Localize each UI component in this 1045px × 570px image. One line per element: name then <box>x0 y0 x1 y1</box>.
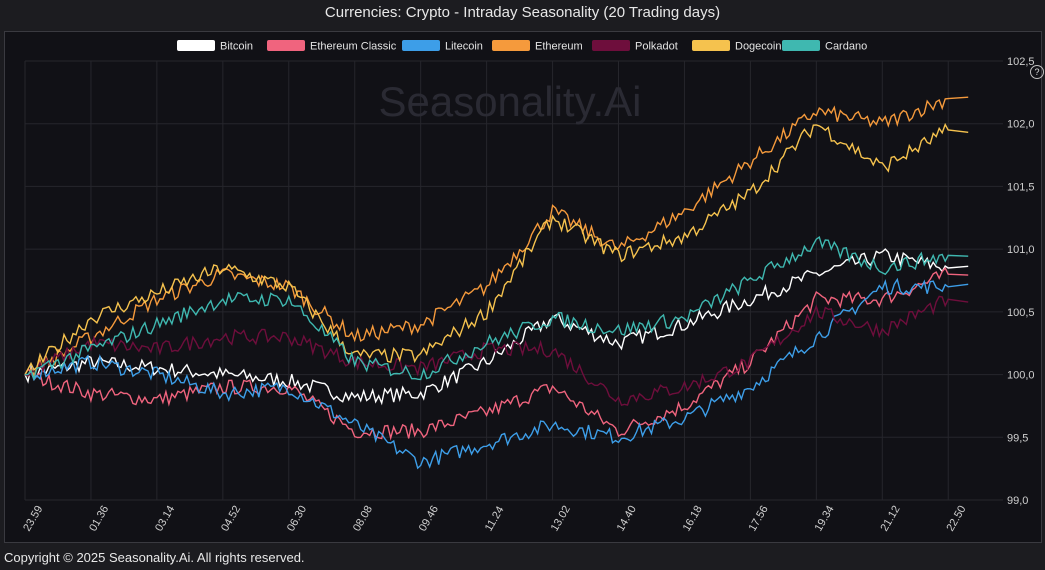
y-tick-label: 101,0 <box>1007 244 1035 256</box>
chart-title: Currencies: Crypto - Intraday Seasonalit… <box>324 4 721 21</box>
legend-label[interactable]: Ethereum Classic <box>310 41 397 53</box>
y-tick-label: 100,0 <box>1007 370 1035 382</box>
series-line-dogecoin <box>24 122 969 375</box>
legend-swatch <box>692 40 730 51</box>
legend-label[interactable]: Litecoin <box>445 41 483 53</box>
chart-panel: Seasonality.Ai 99,0 99,5 100,0 100,5 101,0 10… <box>4 31 1044 543</box>
series-line-cardano <box>24 235 969 381</box>
y-tick-label: 99,5 <box>1007 432 1028 444</box>
x-tick-label: 06.30 <box>285 504 309 534</box>
x-tick-label: 21.12 <box>878 504 902 534</box>
legend-label[interactable]: Polkadot <box>635 41 678 53</box>
x-tick-label: 01.36 <box>87 504 111 534</box>
legend-swatch <box>402 40 440 51</box>
chart-series <box>24 96 969 470</box>
legend-label[interactable]: Cardano <box>825 41 867 53</box>
legend-swatch <box>267 40 305 51</box>
x-tick-label: 22.50 <box>944 504 968 534</box>
series-line-bitcoin <box>24 248 969 406</box>
x-tick-label: 11.24 <box>483 504 507 533</box>
x-tick-label: 17.56 <box>747 504 771 534</box>
y-axis-ticks: 99,0 99,5 100,0 100,5 101,0 101,5 102,0 102,5 <box>1007 56 1035 507</box>
legend-label[interactable]: Ethereum <box>535 41 583 53</box>
x-tick-label: 04.52 <box>219 504 243 534</box>
help-icon[interactable]: ? <box>1030 65 1044 79</box>
y-tick-label: 102,5 <box>1007 56 1035 68</box>
x-tick-label: 09.46 <box>417 504 441 534</box>
x-tick-label: 23.59 <box>21 504 45 534</box>
legend-swatch <box>782 40 820 51</box>
x-tick-label: 08.08 <box>351 504 375 534</box>
series-line-litecoin <box>24 277 969 470</box>
chart-legend: Bitcoin Ethereum Classic Litecoin Ethereum P… <box>177 40 867 53</box>
x-tick-label: 19.34 <box>813 504 837 534</box>
series-line-polkadot <box>24 295 969 407</box>
series-line-ethereum-classic <box>24 266 969 441</box>
legend-label[interactable]: Dogecoin <box>735 41 781 53</box>
x-tick-label: 13.02 <box>549 504 573 534</box>
legend-swatch <box>177 40 215 51</box>
legend-swatch <box>492 40 530 51</box>
legend-label[interactable]: Bitcoin <box>220 41 253 53</box>
y-tick-label: 100,5 <box>1007 307 1035 319</box>
y-tick-label: 101,5 <box>1007 181 1035 193</box>
x-axis-ticks: 23.59 01.36 03.14 04.52 06.30 08.08 09.46 11.24… <box>21 504 968 534</box>
x-tick-label: 16.18 <box>681 504 705 534</box>
x-tick-label: 03.14 <box>153 504 177 534</box>
series-line-ethereum <box>24 96 969 378</box>
line-chart: Seasonality.Ai 99,0 99,5 100,0 100,5 101,0 10… <box>21 40 1035 534</box>
copyright-footer: Copyright © 2025 Seasonality.Ai. All rig… <box>4 550 305 565</box>
y-tick-label: 102,0 <box>1007 119 1035 131</box>
x-tick-label: 14.40 <box>615 504 639 534</box>
watermark-text: Seasonality.Ai <box>378 78 641 125</box>
legend-swatch <box>592 40 630 51</box>
y-tick-label: 99,0 <box>1007 495 1028 507</box>
